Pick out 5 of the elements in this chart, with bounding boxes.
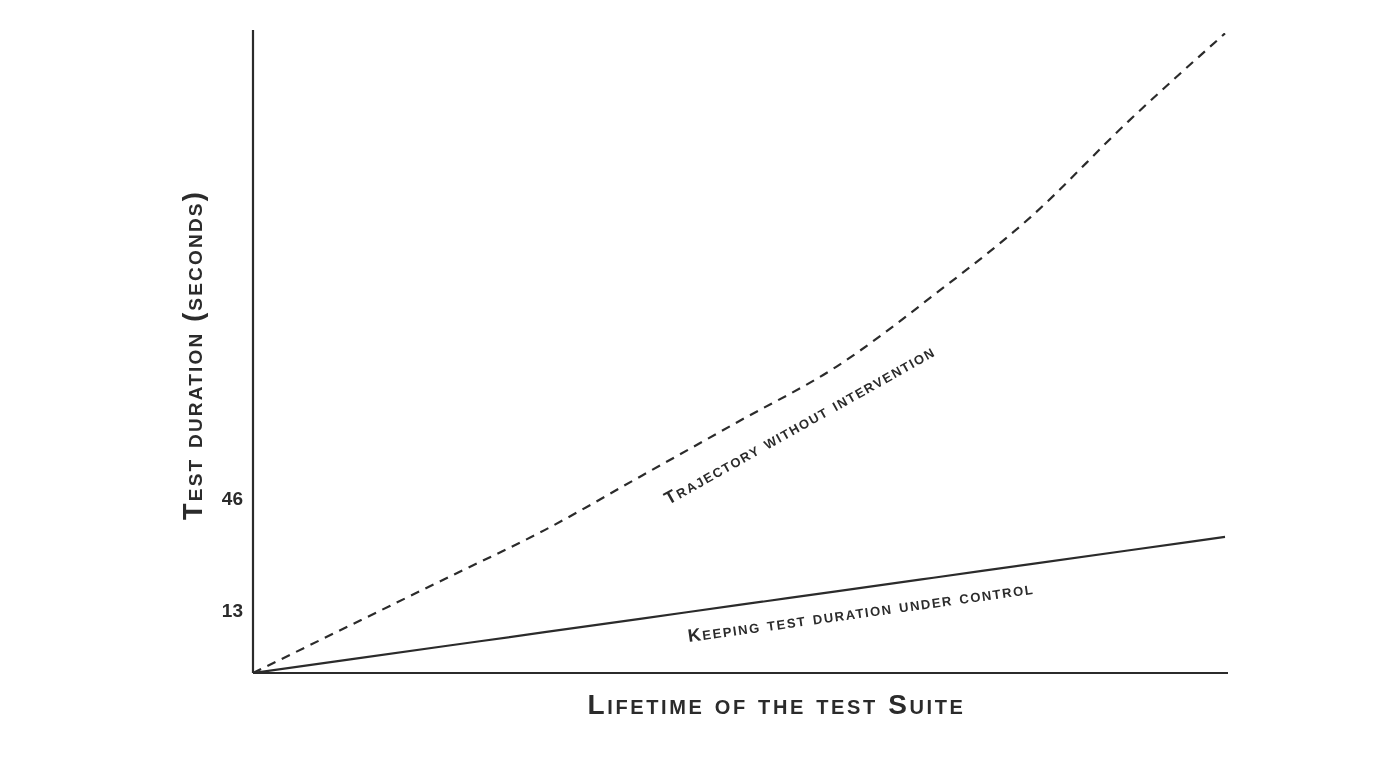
y-axis-title: Test duration (seconds) [178,190,209,520]
text: Keeping test duration under control [686,577,1036,647]
y-tick-label: 46 [221,487,243,509]
y-tick-label: 13 [221,599,243,621]
x-axis-title: Lifetime of the test Suite [587,689,966,721]
